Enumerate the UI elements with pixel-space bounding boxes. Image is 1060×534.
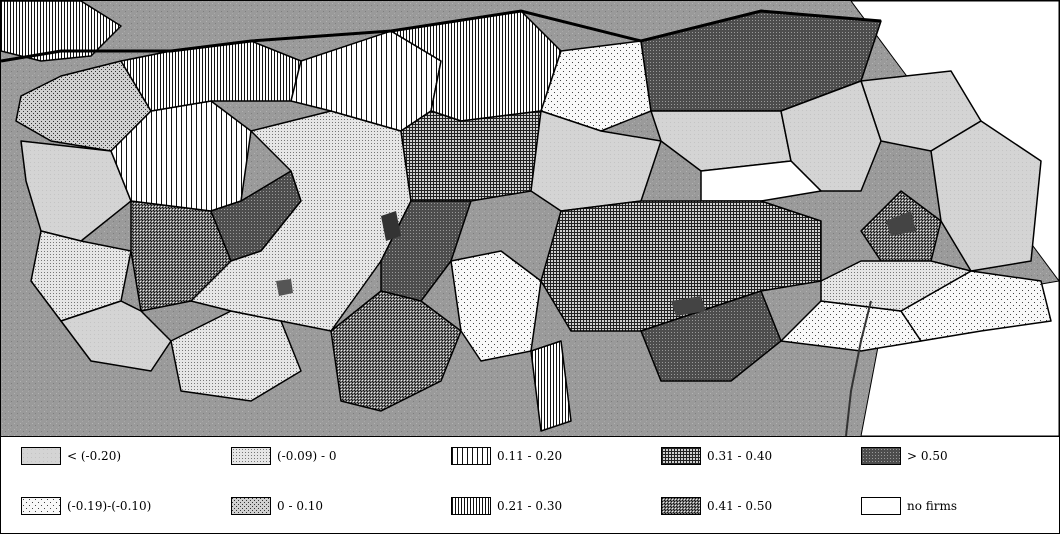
legend-item-1: (-0.09) - 0 bbox=[231, 445, 336, 467]
legend-swatch bbox=[451, 447, 491, 465]
legend-item-4: > 0.50 bbox=[861, 445, 948, 467]
legend-swatch bbox=[231, 497, 271, 515]
region-east-center-grid bbox=[540, 200, 822, 332]
legend-item-7: 0.21 - 0.30 bbox=[451, 495, 562, 517]
coast-north bbox=[1, 9, 882, 63]
region-northwest-1 bbox=[1, 1, 122, 62]
province-map bbox=[1, 1, 1059, 436]
legend-label: no firms bbox=[907, 499, 958, 513]
legend-item-6: 0 - 0.10 bbox=[231, 495, 323, 517]
legend-label: 0.31 - 0.40 bbox=[707, 449, 773, 463]
legend-item-8: 0.41 - 0.50 bbox=[661, 495, 772, 517]
region-east-white bbox=[700, 160, 822, 202]
legend-label: 0.41 - 0.50 bbox=[707, 499, 773, 513]
legend-item-9: no firms bbox=[861, 495, 957, 517]
legend-label: < (-0.20) bbox=[67, 449, 122, 463]
legend-item-0: < (-0.20) bbox=[21, 445, 121, 467]
legend-swatch bbox=[661, 447, 701, 465]
legend-label: 0.11 - 0.20 bbox=[497, 449, 563, 463]
legend-label: 0 - 0.10 bbox=[277, 499, 324, 513]
region-south-strip bbox=[530, 340, 572, 432]
legend-label: (-0.09) - 0 bbox=[277, 449, 337, 463]
legend-item-5: (-0.19)-(-0.10) bbox=[21, 495, 151, 517]
legend-swatch bbox=[21, 497, 61, 515]
legend-swatch bbox=[861, 447, 901, 465]
legend-swatch bbox=[21, 447, 61, 465]
legend-item-3: 0.31 - 0.40 bbox=[661, 445, 772, 467]
legend-swatch bbox=[861, 497, 901, 515]
region-south-dark bbox=[330, 290, 462, 412]
lake-east bbox=[671, 296, 706, 316]
legend-label: > 0.50 bbox=[907, 449, 948, 463]
lake-east-2 bbox=[886, 211, 916, 236]
river-east bbox=[845, 300, 872, 436]
legend-divider bbox=[1, 436, 1059, 437]
legend-item-2: 0.11 - 0.20 bbox=[451, 445, 562, 467]
legend-swatch bbox=[231, 447, 271, 465]
legend-swatch bbox=[661, 497, 701, 515]
legend-label: (-0.19)-(-0.10) bbox=[67, 499, 152, 513]
region-marmara-north bbox=[120, 40, 302, 112]
region-north-sparse bbox=[540, 40, 652, 132]
legend-swatch bbox=[451, 497, 491, 515]
region-center-grid bbox=[400, 110, 542, 202]
lake-center bbox=[381, 211, 401, 241]
legend-label: 0.21 - 0.30 bbox=[497, 499, 563, 513]
lake-center-2 bbox=[276, 279, 293, 296]
legend: < (-0.20) (-0.09) - 0 0.11 - 0.20 0.31 -… bbox=[1, 437, 1059, 533]
region-southeast-3 bbox=[820, 260, 972, 312]
